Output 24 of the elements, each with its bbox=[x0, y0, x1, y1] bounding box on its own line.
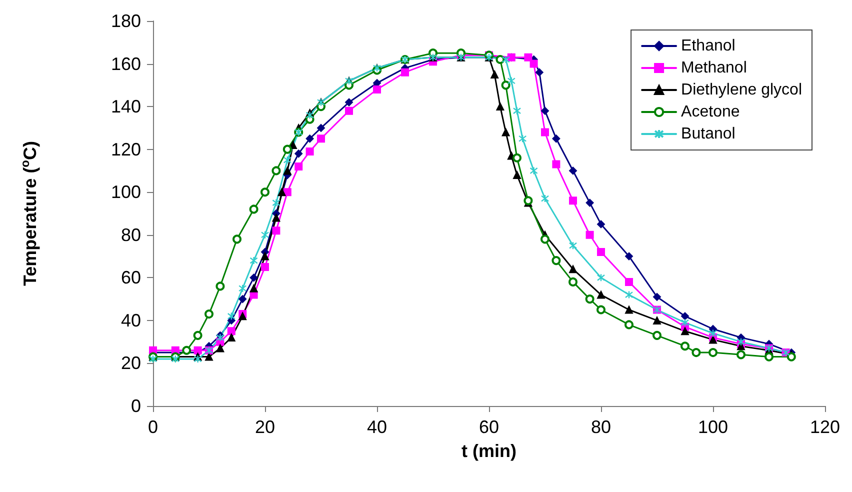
x-tick-label: 100 bbox=[698, 417, 728, 437]
legend-label: Diethylene glycol bbox=[681, 82, 802, 98]
x-tick-label: 120 bbox=[810, 417, 840, 437]
legend-label: Methanol bbox=[681, 60, 747, 76]
y-axis-title: Temperature (oC) bbox=[18, 140, 40, 286]
x-tick-label: 20 bbox=[254, 417, 276, 437]
y-tick-label: 0 bbox=[130, 396, 141, 416]
x-axis-title: t (min) bbox=[462, 441, 516, 461]
y-tick-label: 60 bbox=[120, 268, 141, 288]
y-tick-label: 20 bbox=[120, 353, 141, 374]
legend-label: Acetone bbox=[681, 104, 740, 120]
y-tick-label: 40 bbox=[120, 310, 141, 330]
legend-label: Butanol bbox=[681, 126, 736, 142]
x-tick-label: 40 bbox=[366, 417, 388, 437]
y-tick-label: 160 bbox=[110, 54, 141, 74]
y-tick-label: 140 bbox=[110, 96, 141, 117]
x-tick-label: 60 bbox=[478, 417, 500, 437]
y-tick-label: 120 bbox=[110, 139, 141, 160]
y-tick-label: 100 bbox=[110, 182, 141, 202]
y-tick-label: 80 bbox=[120, 224, 141, 245]
x-tick-label: 80 bbox=[590, 417, 612, 437]
y-tick-label: 180 bbox=[110, 11, 141, 31]
legend-label: Ethanol bbox=[681, 38, 736, 54]
x-tick-label: 0 bbox=[148, 417, 158, 437]
